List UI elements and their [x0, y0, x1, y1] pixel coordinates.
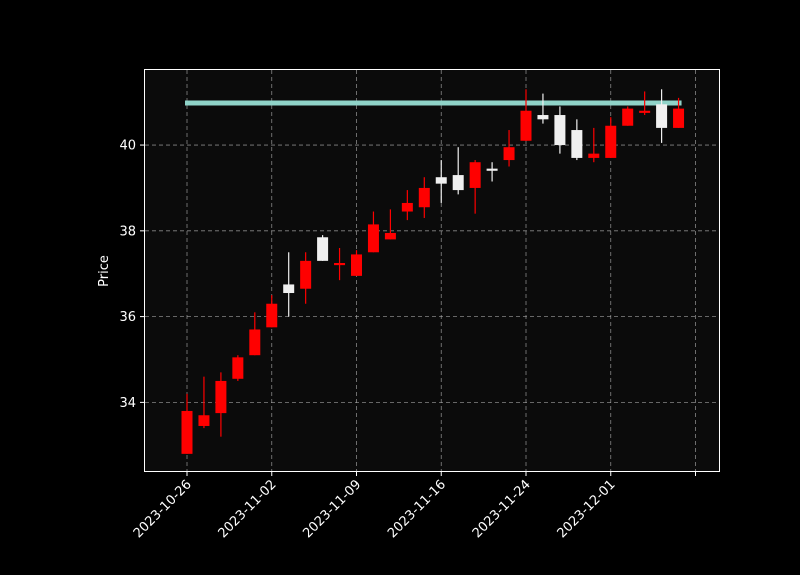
x-tick-label: 2023-11-02	[216, 477, 280, 541]
y-tick-label: 40	[119, 139, 136, 154]
candle	[283, 252, 295, 317]
candle-body	[656, 104, 668, 128]
candle	[656, 89, 668, 143]
candle	[639, 91, 651, 116]
candle	[469, 160, 481, 214]
candle	[622, 106, 634, 126]
candle	[520, 89, 532, 141]
candle-body	[334, 262, 346, 266]
candle	[249, 312, 261, 356]
plot-background	[144, 69, 720, 472]
candle-body	[639, 110, 651, 113]
x-tick-label: 2023-11-24	[470, 477, 534, 541]
x-tick-label: 2023-11-09	[300, 477, 364, 541]
candle-body	[232, 357, 244, 379]
candle-body	[418, 187, 430, 208]
x-tick-label: 2023-11-16	[385, 477, 449, 541]
candle-body	[503, 147, 515, 161]
candle	[401, 190, 413, 221]
candle-body	[605, 125, 617, 158]
candle	[452, 147, 464, 195]
candle-body	[300, 260, 312, 289]
candle-body	[181, 410, 193, 454]
candle	[334, 247, 346, 281]
candle-body	[367, 224, 379, 253]
candle-body	[351, 254, 362, 276]
x-axis: 2023-10-26 2023-11-02 2023-11-09 2023-11-16…	[131, 471, 696, 541]
candle-body	[266, 303, 278, 328]
candle	[384, 209, 396, 240]
y-tick-label: 38	[119, 224, 136, 239]
candle-body	[283, 284, 295, 294]
candles	[181, 89, 685, 454]
plot-frame	[144, 69, 720, 472]
y-tick-label: 34	[119, 396, 136, 411]
candle-body	[401, 202, 413, 212]
candle	[588, 127, 600, 163]
candle	[673, 97, 685, 128]
candle-body	[486, 168, 498, 171]
candle	[198, 376, 210, 429]
candle	[181, 393, 193, 454]
y-axis: 34 36 38 40	[119, 139, 145, 411]
candle-body	[571, 130, 583, 158]
candle-body	[520, 110, 532, 141]
candle	[300, 252, 312, 304]
candle	[317, 235, 329, 261]
y-tick-label: 36	[119, 310, 136, 325]
y-axis-label: Price	[97, 255, 112, 287]
candle-body	[469, 162, 481, 188]
candle-body	[673, 108, 685, 128]
candle	[367, 211, 379, 253]
candle-body	[198, 415, 210, 426]
candle-body	[215, 380, 227, 414]
candle	[232, 355, 244, 381]
candle	[554, 106, 566, 154]
candle-body	[588, 153, 600, 158]
candle	[435, 160, 447, 203]
candle	[486, 162, 498, 182]
x-tick-label: 2023-12-01	[555, 477, 619, 541]
candle	[605, 117, 617, 158]
candle	[266, 295, 278, 328]
candle	[537, 93, 549, 124]
candle-body	[537, 115, 549, 120]
candle-body	[622, 108, 634, 126]
candle	[351, 250, 362, 276]
candle-body	[554, 115, 566, 146]
candle	[215, 372, 227, 437]
candle-body	[435, 177, 447, 184]
x-tick-label: 2023-10-26	[131, 477, 195, 541]
candle	[571, 119, 583, 161]
candle-body	[317, 237, 329, 261]
candle-body	[384, 232, 396, 240]
candle-body	[452, 175, 464, 191]
candle-body	[249, 329, 261, 356]
candle	[418, 177, 430, 218]
candle	[503, 130, 515, 167]
